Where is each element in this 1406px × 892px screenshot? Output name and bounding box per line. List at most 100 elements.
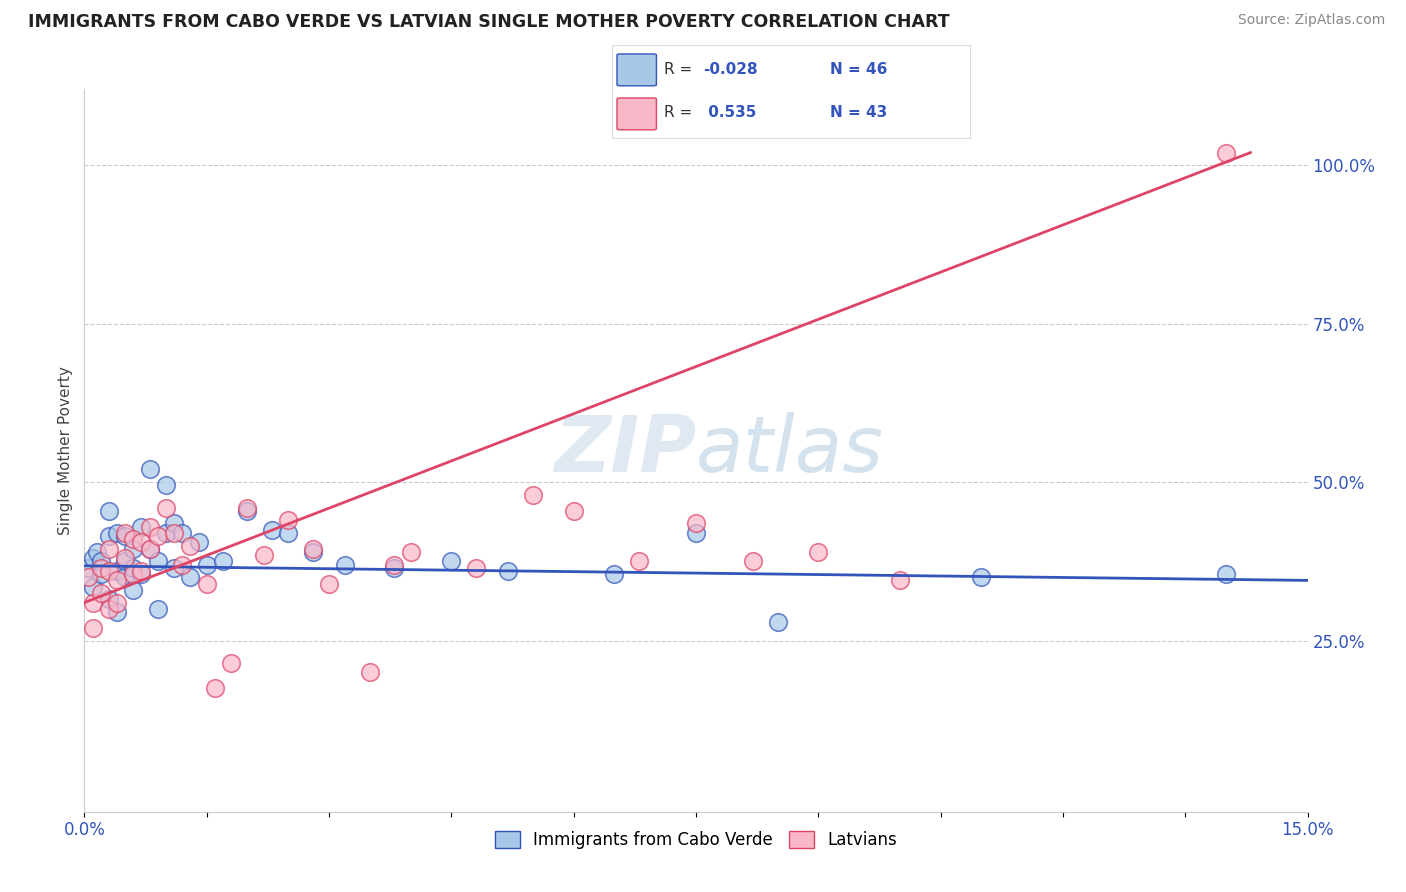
Point xyxy=(627,554,650,568)
Point xyxy=(172,525,194,540)
Point xyxy=(155,500,177,515)
Point xyxy=(359,665,381,680)
Point xyxy=(114,525,136,540)
Point xyxy=(179,539,201,553)
Point xyxy=(138,462,160,476)
Text: R =: R = xyxy=(664,105,697,120)
Point xyxy=(97,529,120,543)
Point xyxy=(114,570,136,584)
Point xyxy=(114,529,136,543)
Point xyxy=(77,560,100,574)
Point xyxy=(399,545,422,559)
Point xyxy=(970,570,993,584)
Point xyxy=(146,554,169,568)
Point xyxy=(277,525,299,540)
Point xyxy=(253,548,276,562)
FancyBboxPatch shape xyxy=(617,98,657,130)
Point xyxy=(138,541,160,556)
Point xyxy=(146,529,169,543)
Point xyxy=(522,488,544,502)
Point xyxy=(77,570,100,584)
Point xyxy=(122,567,145,582)
Point xyxy=(440,554,463,568)
Point xyxy=(742,554,765,568)
Text: IMMIGRANTS FROM CABO VERDE VS LATVIAN SINGLE MOTHER POVERTY CORRELATION CHART: IMMIGRANTS FROM CABO VERDE VS LATVIAN SI… xyxy=(28,13,949,31)
Point xyxy=(82,580,104,594)
Point xyxy=(1215,145,1237,160)
Point xyxy=(1215,567,1237,582)
Point xyxy=(163,560,186,574)
Point xyxy=(807,545,830,559)
Point xyxy=(236,500,259,515)
Point xyxy=(105,525,128,540)
Point xyxy=(105,564,128,578)
Point xyxy=(260,523,283,537)
Text: N = 43: N = 43 xyxy=(831,105,887,120)
Point xyxy=(122,560,145,574)
Point xyxy=(122,541,145,556)
Legend: Immigrants from Cabo Verde, Latvians: Immigrants from Cabo Verde, Latvians xyxy=(486,822,905,857)
Point xyxy=(105,605,128,619)
Point xyxy=(301,541,323,556)
Point xyxy=(90,554,112,568)
Y-axis label: Single Mother Poverty: Single Mother Poverty xyxy=(58,366,73,535)
Point xyxy=(105,596,128,610)
Point xyxy=(464,560,486,574)
Text: ZIP: ZIP xyxy=(554,412,696,489)
Point xyxy=(155,478,177,492)
Point xyxy=(219,656,242,670)
Point xyxy=(204,681,226,695)
Text: Source: ZipAtlas.com: Source: ZipAtlas.com xyxy=(1237,13,1385,28)
Point xyxy=(82,596,104,610)
Point xyxy=(97,564,120,578)
Point xyxy=(212,554,235,568)
Point xyxy=(889,574,911,588)
Point xyxy=(318,576,340,591)
Point xyxy=(382,560,405,574)
Point xyxy=(163,516,186,531)
Point xyxy=(138,541,160,556)
Point xyxy=(90,586,112,600)
Point xyxy=(163,525,186,540)
Text: R =: R = xyxy=(664,62,697,78)
Point xyxy=(131,564,153,578)
Text: 0.535: 0.535 xyxy=(703,105,756,120)
Point xyxy=(82,551,104,566)
Point xyxy=(105,574,128,588)
Point xyxy=(685,516,707,531)
Point xyxy=(277,513,299,527)
Point xyxy=(146,602,169,616)
Point xyxy=(122,582,145,597)
Point xyxy=(122,532,145,546)
Point xyxy=(301,545,323,559)
Point xyxy=(187,535,209,549)
Point xyxy=(685,525,707,540)
Point xyxy=(97,541,120,556)
Point xyxy=(131,535,153,549)
Point xyxy=(179,570,201,584)
Point xyxy=(114,551,136,566)
Point xyxy=(562,503,585,517)
Text: -0.028: -0.028 xyxy=(703,62,758,78)
Point xyxy=(155,525,177,540)
Text: N = 46: N = 46 xyxy=(831,62,887,78)
Point xyxy=(86,545,108,559)
Point xyxy=(90,560,112,574)
Text: atlas: atlas xyxy=(696,412,884,489)
Point xyxy=(236,503,259,517)
Point xyxy=(195,576,218,591)
Point xyxy=(131,519,153,533)
Point xyxy=(97,602,120,616)
Point xyxy=(131,567,153,582)
Point xyxy=(382,558,405,572)
Point xyxy=(138,519,160,533)
Point xyxy=(114,554,136,568)
Point xyxy=(195,558,218,572)
Point xyxy=(97,503,120,517)
Point xyxy=(97,592,120,607)
Point xyxy=(603,567,626,582)
Point xyxy=(766,615,789,629)
Point xyxy=(335,558,357,572)
Point xyxy=(498,564,520,578)
Point xyxy=(90,567,112,582)
